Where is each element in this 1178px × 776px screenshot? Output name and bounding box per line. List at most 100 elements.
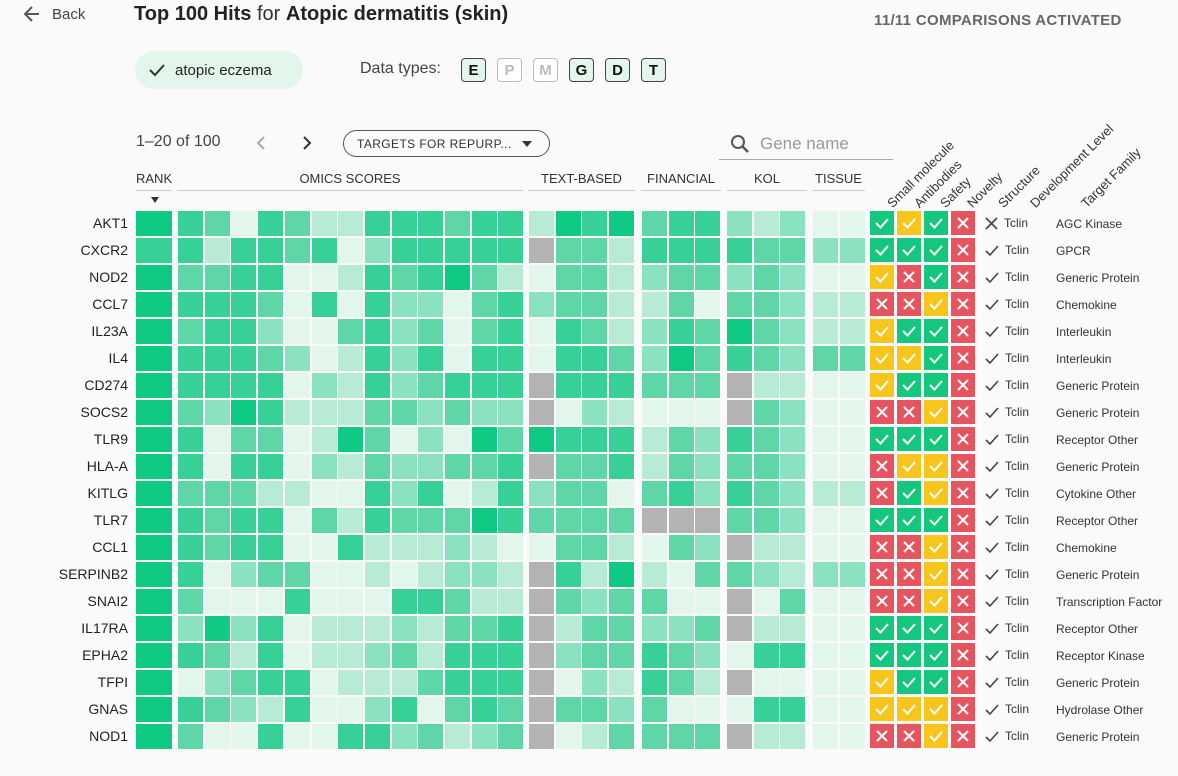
omics-cell[interactable] [391,319,417,344]
omics-cell[interactable] [311,535,337,560]
text-cell[interactable] [609,616,635,641]
omics-cell[interactable] [178,643,203,668]
text-cell[interactable] [529,589,554,614]
text-cell[interactable] [609,697,635,722]
omics-cell[interactable] [471,589,497,614]
financial-cell[interactable] [642,589,667,614]
omics-cell[interactable] [498,319,524,344]
kol-cell[interactable] [753,697,779,722]
financial-cell[interactable] [695,427,721,452]
financial-cell[interactable] [695,400,721,425]
omics-cell[interactable] [445,373,470,398]
next-page-button[interactable] [296,132,318,154]
omics-cell[interactable] [391,481,417,506]
financial-cell[interactable] [695,211,721,236]
omics-cell[interactable] [258,319,284,344]
text-cell[interactable] [529,400,554,425]
gene-name[interactable]: HLA-A [86,458,128,474]
omics-cell[interactable] [178,373,203,398]
text-cell[interactable] [582,373,608,398]
tissue-cell[interactable] [839,481,865,506]
financial-cell[interactable] [642,724,667,749]
tissue-cell[interactable] [813,508,838,533]
view-select[interactable]: TARGETS FOR REPURP... [343,130,550,157]
omics-cell[interactable] [258,454,284,479]
tissue-cell[interactable] [813,292,838,317]
tissue-cell[interactable] [839,589,865,614]
omics-cell[interactable] [284,643,310,668]
omics-cell[interactable] [284,319,310,344]
omics-cell[interactable] [391,211,417,236]
omics-cell[interactable] [498,265,524,290]
omics-cell[interactable] [364,724,390,749]
omics-cell[interactable] [391,400,417,425]
prev-page-button[interactable] [250,132,272,154]
financial-cell[interactable] [695,697,721,722]
omics-cell[interactable] [498,508,524,533]
omics-cell[interactable] [178,400,203,425]
omics-cell[interactable] [311,589,337,614]
omics-cell[interactable] [418,481,444,506]
financial-cell[interactable] [642,238,667,263]
financial-cell[interactable] [642,346,667,371]
omics-cell[interactable] [445,697,470,722]
kol-cell[interactable] [753,427,779,452]
text-cell[interactable] [529,508,554,533]
kol-cell[interactable] [780,481,806,506]
omics-cell[interactable] [311,643,337,668]
data-type-toggle-t[interactable]: T [641,58,666,82]
data-type-toggle-p[interactable]: P [497,58,522,82]
omics-cell[interactable] [498,454,524,479]
omics-cell[interactable] [391,616,417,641]
data-type-toggle-g[interactable]: G [569,58,594,82]
omics-cell[interactable] [418,373,444,398]
omics-cell[interactable] [391,697,417,722]
omics-cell[interactable] [498,562,524,587]
omics-cell[interactable] [311,562,337,587]
omics-cell[interactable] [178,427,203,452]
omics-cell[interactable] [498,724,524,749]
text-cell[interactable] [582,292,608,317]
omics-cell[interactable] [498,670,524,695]
tissue-cell[interactable] [839,697,865,722]
omics-cell[interactable] [284,292,310,317]
omics-cell[interactable] [204,724,230,749]
gene-name[interactable]: NOD1 [89,728,128,744]
financial-cell[interactable] [668,724,694,749]
omics-cell[interactable] [258,400,284,425]
omics-cell[interactable] [178,319,203,344]
omics-cell[interactable] [445,454,470,479]
text-cell[interactable] [529,319,554,344]
omics-cell[interactable] [258,670,284,695]
text-cell[interactable] [609,535,635,560]
kol-cell[interactable] [780,211,806,236]
text-cell[interactable] [582,346,608,371]
text-cell[interactable] [582,670,608,695]
omics-cell[interactable] [338,535,364,560]
financial-cell[interactable] [695,346,721,371]
sort-desc-icon[interactable] [150,196,160,204]
kol-cell[interactable] [780,265,806,290]
gene-name[interactable]: KITLG [87,485,128,501]
omics-cell[interactable] [231,346,257,371]
tissue-cell[interactable] [813,535,838,560]
omics-cell[interactable] [418,454,444,479]
data-type-toggle-m[interactable]: M [533,58,558,82]
financial-cell[interactable] [668,265,694,290]
omics-cell[interactable] [471,319,497,344]
omics-cell[interactable] [204,508,230,533]
omics-cell[interactable] [471,562,497,587]
financial-cell[interactable] [668,211,694,236]
financial-cell[interactable] [668,454,694,479]
omics-cell[interactable] [445,535,470,560]
omics-cell[interactable] [338,589,364,614]
kol-cell[interactable] [753,238,779,263]
omics-cell[interactable] [231,238,257,263]
financial-cell[interactable] [642,508,667,533]
omics-cell[interactable] [445,589,470,614]
rank-cell[interactable] [136,319,172,344]
omics-cell[interactable] [338,292,364,317]
omics-cell[interactable] [471,265,497,290]
omics-cell[interactable] [391,238,417,263]
omics-cell[interactable] [498,211,524,236]
